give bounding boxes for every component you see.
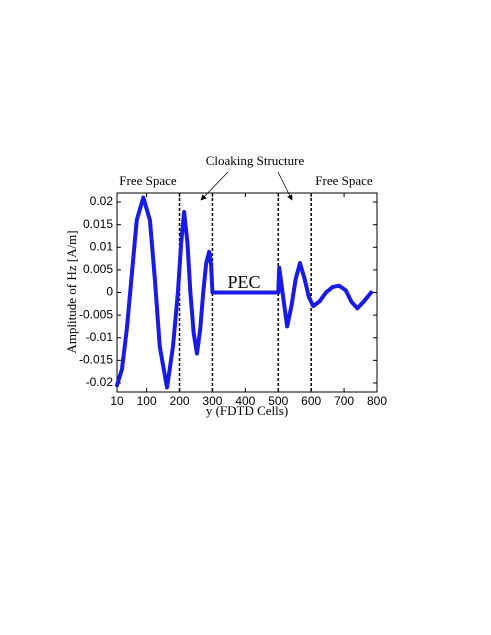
y-tick-label: 0.005 xyxy=(83,262,113,276)
data-line xyxy=(115,195,374,390)
x-tick-label: 800 xyxy=(367,394,387,408)
arrow xyxy=(200,171,229,201)
x-tick-label: 300 xyxy=(202,394,222,408)
y-tick-label: -0.01 xyxy=(86,330,114,344)
arrow xyxy=(277,171,293,201)
annotation: Free Space xyxy=(119,173,177,188)
x-tick-label: 10 xyxy=(110,394,124,408)
annotation: Cloaking Structure xyxy=(206,153,305,168)
x-tick-label: 500 xyxy=(268,394,288,408)
x-tick-label: 700 xyxy=(334,394,354,408)
y-tick-label: 0.02 xyxy=(90,194,114,208)
y-tick-label: 0.015 xyxy=(83,217,113,231)
y-tick-label: 0.01 xyxy=(90,239,114,253)
x-axis-label: y (FDTD Cells) xyxy=(206,403,288,418)
x-tick-label: 200 xyxy=(170,394,190,408)
y-tick-label: 0 xyxy=(106,285,113,299)
x-tick-label: 100 xyxy=(137,394,157,408)
x-tick-label: 600 xyxy=(301,394,321,408)
y-tick-label: -0.005 xyxy=(79,307,113,321)
x-tick-label: 400 xyxy=(235,394,255,408)
y-tick-label: -0.015 xyxy=(79,353,113,367)
annotation: Free Space xyxy=(315,173,373,188)
annotation: PEC xyxy=(227,272,260,292)
y-axis-label: Amplitude of Hz [A/m] xyxy=(64,230,79,353)
y-tick-label: -0.02 xyxy=(86,375,114,389)
